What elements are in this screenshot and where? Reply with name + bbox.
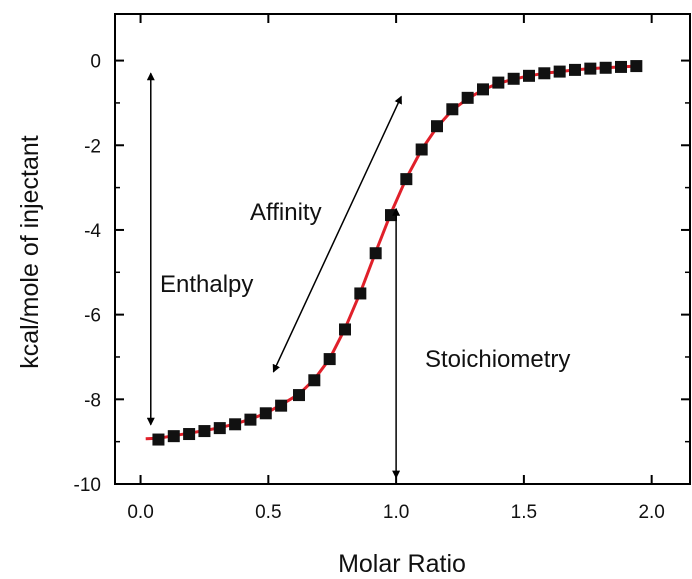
data-point [167,430,180,443]
data-point [275,399,288,412]
axis-ticks [115,14,690,485]
annotation-label: Affinity [250,199,322,226]
x-axis-label: Molar Ratio [338,550,466,578]
annotation-label: Enthalpy [160,271,253,298]
data-point [293,389,305,402]
data-point [323,353,336,366]
data-point [385,209,397,222]
annotation-arrow [272,95,402,373]
data-point [630,60,643,73]
data-point [400,173,413,186]
x-tick-label: 1.5 [511,502,537,523]
data-point [354,287,367,300]
fit-curve [145,64,637,441]
data-point [415,143,428,156]
y-tick-label: -4 [84,221,101,242]
data-point [213,422,226,435]
data-point [198,425,211,438]
data-point [431,120,443,133]
data-point [461,91,474,104]
y-tick-label: 0 [90,52,101,73]
x-tick-label: 0.0 [127,502,153,523]
x-tick-label: 0.5 [255,502,281,523]
data-point [538,67,551,80]
y-axis-label: kcal/mole of injectant [16,135,44,369]
data-point [229,418,242,431]
data-point [259,407,272,420]
annotation-label: Stoichiometry [425,346,570,373]
y-tick-label: -8 [84,390,101,411]
data-point [599,61,612,74]
data-point [308,374,321,387]
data-points-layer [152,60,643,446]
data-point [569,63,581,76]
data-point [507,72,520,85]
x-tick-label: 2.0 [638,502,664,523]
data-point [584,62,597,75]
axis-tick-labels: 0.0 0.5 1.0 1.5 2.0 0 -2 -4 -6 -8 -10 [74,52,665,523]
y-tick-label: -2 [84,136,101,157]
data-point [523,69,535,82]
plot-frame [114,13,691,485]
annotations-layer: Enthalpy Affinity Stoichiometry [146,72,570,479]
y-tick-label: -6 [84,306,101,327]
data-point [369,247,382,260]
data-point [446,103,459,116]
data-point [244,413,257,426]
data-point [339,323,351,336]
data-point [477,83,489,96]
data-point [615,60,627,73]
x-tick-label: 1.0 [383,502,409,523]
data-point [183,428,196,441]
fit-curve-layer [145,64,637,441]
y-tick-label: -10 [74,475,101,496]
data-point [553,65,566,78]
data-point [152,433,165,446]
data-point [492,76,505,89]
